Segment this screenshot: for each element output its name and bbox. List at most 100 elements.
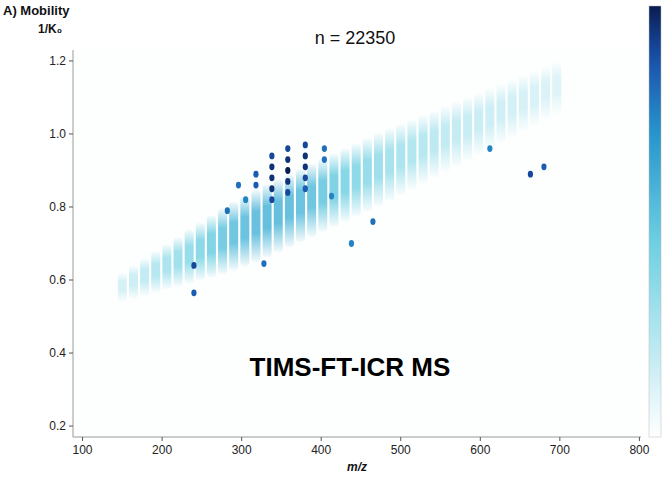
ion-feature	[329, 193, 334, 200]
marks	[118, 62, 561, 302]
ion-feature	[349, 240, 354, 247]
x-tick-label: 700	[550, 443, 570, 457]
x-tick-label: 100	[73, 443, 93, 457]
y-tick-label: 0.4	[49, 346, 66, 360]
ion-feature	[261, 260, 266, 267]
ion-stripe	[196, 223, 205, 281]
x-tick	[321, 437, 322, 441]
ion-feature	[269, 163, 274, 170]
ion-feature	[303, 142, 308, 149]
ion-stripe	[162, 244, 171, 289]
y-tick-label: 0.2	[49, 419, 66, 433]
plot-area	[73, 50, 641, 437]
x-tick-label: 800	[629, 443, 649, 457]
annotation: n = 22350	[315, 28, 396, 48]
ion-stripe	[363, 138, 372, 211]
color-bar	[649, 6, 661, 437]
x-axis-title: m/z	[347, 460, 367, 474]
ion-stripe	[519, 76, 528, 131]
ion-stripe	[251, 190, 260, 262]
ion-stripe	[341, 149, 350, 222]
ion-feature	[303, 174, 308, 181]
ion-stripe	[419, 115, 428, 183]
ion-stripe	[352, 143, 361, 216]
ion-feature	[322, 145, 327, 152]
x-tick	[400, 437, 401, 441]
y-axis	[73, 50, 74, 437]
x-tick	[559, 437, 560, 441]
y-tick	[69, 133, 73, 134]
ion-feature	[541, 163, 546, 170]
x-tick	[241, 437, 242, 441]
ion-feature	[269, 174, 274, 181]
ion-stripe	[140, 258, 149, 295]
ion-feature	[285, 156, 290, 163]
ion-stripe	[496, 84, 505, 142]
y-tick	[69, 60, 73, 61]
ion-stripe	[463, 97, 472, 160]
ion-stripe	[174, 237, 183, 287]
ion-stripe	[530, 71, 539, 125]
ion-stripe	[329, 154, 338, 227]
y-tick-label: 1.2	[49, 54, 66, 68]
ion-stripe	[485, 89, 494, 149]
y-tick-label: 0.8	[49, 200, 66, 214]
ion-stripe	[430, 111, 439, 177]
ion-stripe	[129, 265, 138, 299]
ion-stripe	[207, 215, 216, 277]
y-axis-title: 1/K₀	[38, 22, 62, 36]
ion-stripe	[441, 107, 450, 172]
ion-stripe	[240, 196, 249, 267]
ion-stripe	[229, 202, 238, 271]
ion-stripe	[307, 164, 316, 237]
x-tick	[639, 437, 640, 441]
ion-stripe	[407, 120, 416, 189]
ion-stripe	[374, 133, 383, 206]
x-tick-label: 300	[232, 443, 252, 457]
panel-title: A) Mobility	[3, 3, 70, 18]
ion-stripe	[263, 184, 272, 257]
ion-feature	[191, 262, 196, 269]
y-tick	[69, 426, 73, 427]
ion-feature	[303, 185, 308, 192]
ion-feature	[191, 289, 196, 296]
ion-feature	[528, 171, 533, 178]
ion-stripe	[274, 179, 283, 252]
x-tick-label: 600	[470, 443, 490, 457]
ion-feature	[253, 182, 258, 189]
ion-feature	[285, 189, 290, 196]
ion-feature	[243, 196, 248, 203]
x-tick	[82, 437, 83, 441]
ion-stripe	[552, 62, 561, 113]
y-tick	[69, 206, 73, 207]
ion-stripe	[185, 230, 194, 284]
ion-feature	[322, 156, 327, 163]
x-tick-label: 400	[311, 443, 331, 457]
ion-feature	[285, 145, 290, 152]
ion-feature	[236, 182, 241, 189]
y-tick	[69, 280, 73, 281]
ion-feature	[303, 163, 308, 170]
ion-feature	[269, 185, 274, 192]
ion-stripe	[396, 124, 405, 195]
y-tick	[69, 353, 73, 354]
ion-feature	[285, 167, 290, 174]
ion-feature	[269, 196, 274, 203]
ion-feature	[370, 218, 375, 225]
ion-stripe	[508, 80, 517, 137]
ion-stripe	[452, 102, 461, 166]
ion-feature	[269, 152, 274, 159]
annotation: TIMS-FT-ICR MS	[250, 352, 451, 382]
x-axis	[73, 437, 641, 438]
ion-feature	[303, 152, 308, 159]
ion-stripe	[285, 174, 294, 247]
ion-stripe	[474, 93, 483, 154]
ion-stripe	[541, 67, 550, 120]
x-tick-label: 200	[152, 443, 172, 457]
x-tick-label: 500	[391, 443, 411, 457]
ion-stripe	[385, 128, 394, 200]
x-tick	[162, 437, 163, 441]
ion-feature	[253, 171, 258, 178]
ion-feature	[285, 178, 290, 185]
ion-feature	[225, 207, 230, 214]
